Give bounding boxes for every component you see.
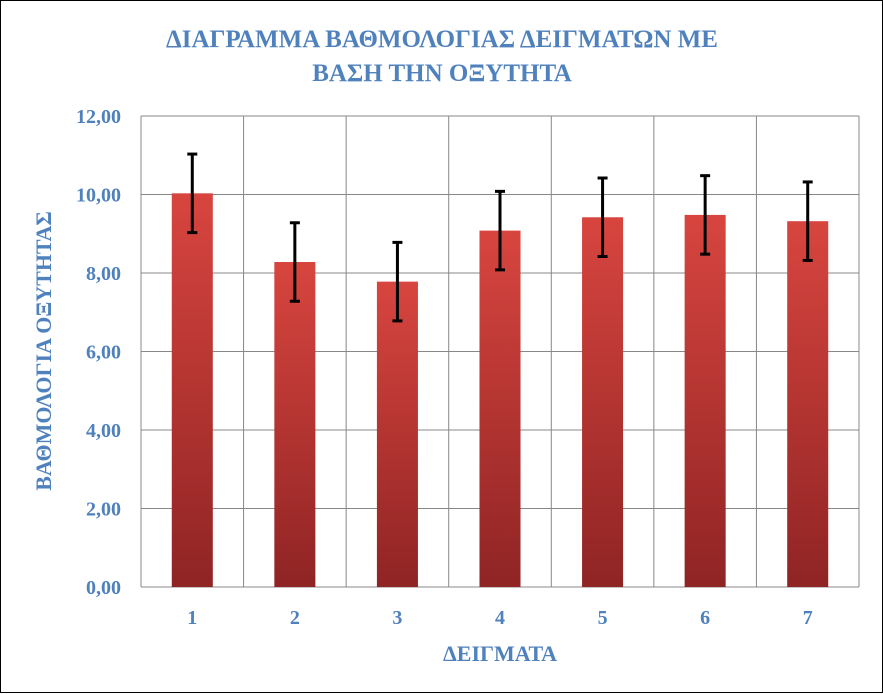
x-tick-label: 1 [187, 607, 197, 629]
y-tick-label: 6,00 [86, 342, 121, 364]
x-tick-label: 7 [803, 607, 813, 629]
x-tick-label: 6 [700, 607, 710, 629]
bar-7 [787, 221, 829, 587]
y-tick-label: 10,00 [76, 185, 121, 207]
y-tick-label: 12,00 [76, 106, 121, 128]
y-tick-labels: 0,00 2,00 4,00 6,00 8,00 10,00 12,00 [76, 106, 121, 599]
bar-4 [479, 230, 521, 588]
y-tick-label: 0,00 [86, 577, 121, 599]
error-bar-4 [495, 189, 505, 272]
bars [171, 193, 829, 588]
bar-1 [171, 193, 213, 587]
error-bar-2 [289, 221, 300, 303]
bar-2 [274, 262, 316, 587]
error-bar-5 [597, 176, 608, 259]
error-bar-3 [392, 240, 403, 323]
x-axis-title: ΔΕΙΓΜΑΤΑ [443, 641, 557, 666]
bar-6 [684, 214, 726, 587]
x-tick-label: 2 [290, 607, 300, 629]
error-bar-7 [802, 180, 813, 262]
chart-title-line-2: ΒΑΣΗ ΤΗΝ ΟΞΥΤΗΤΑ [312, 60, 572, 87]
error-bar-6 [700, 174, 711, 256]
error-bar-1 [187, 152, 198, 235]
y-axis-title: ΒΑΘΜΟΛΟΓΙΑ ΟΞΥΤΗΤΑΣ [31, 211, 56, 491]
y-tick-label: 4,00 [86, 420, 121, 442]
bar-3 [376, 281, 418, 587]
x-tick-label: 5 [598, 607, 608, 629]
y-tick-label: 2,00 [86, 499, 121, 521]
y-tick-label: 8,00 [86, 263, 121, 285]
bar-5 [582, 217, 624, 587]
x-tick-label: 4 [495, 607, 505, 629]
error-bars [187, 152, 813, 323]
x-tick-label: 3 [392, 607, 402, 629]
x-tick-labels: 1 2 3 4 5 6 7 [187, 607, 812, 629]
chart-title-line-1: ΔΙΑΓΡΑΜΜΑ ΒΑΘΜΟΛΟΓΙΑΣ ΔΕΙΓΜΑΤΩΝ ΜΕ [166, 26, 718, 53]
